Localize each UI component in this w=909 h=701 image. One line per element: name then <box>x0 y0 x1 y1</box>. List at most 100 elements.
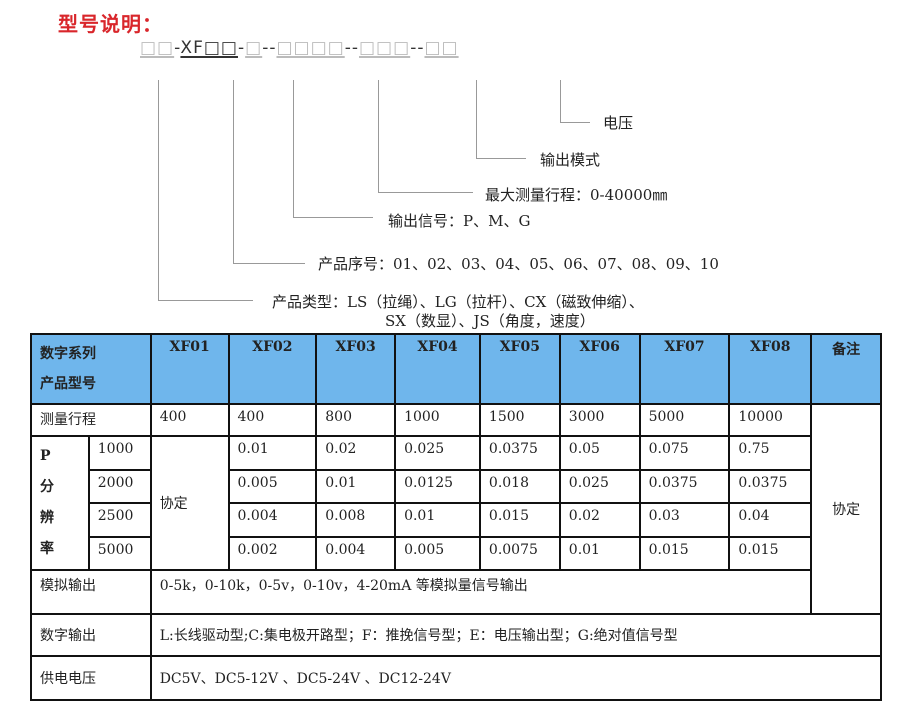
res-cell: 0.005 <box>227 468 318 504</box>
model-header: XF08 <box>728 333 813 405</box>
code-sep: - <box>237 38 246 58</box>
code-sep: -- <box>262 38 277 58</box>
label-voltage: 电压 <box>603 114 634 132</box>
model-header: XF03 <box>315 333 397 405</box>
res-cell: 0.0375 <box>638 468 731 504</box>
connector-line <box>158 80 159 300</box>
res-cell: 0.015 <box>638 535 731 571</box>
res-label-char: 率 <box>40 541 54 557</box>
label-max-range: 最大测量行程：0-40000㎜ <box>485 186 668 204</box>
model-header: XF06 <box>558 333 641 405</box>
res-cell: 0.002 <box>227 535 318 571</box>
res-cell: 0.015 <box>478 502 561 538</box>
range-cell: 1500 <box>478 403 561 437</box>
range-cell: 400 <box>149 403 230 437</box>
res-label-char: P <box>40 448 51 464</box>
res-cell: 0.03 <box>638 502 731 538</box>
digital-value: L:长线驱动型;C:集电极开路型；F：推挽信号型；E：电压输出型；G:绝对值信号… <box>149 613 883 657</box>
connector-line <box>476 158 526 159</box>
header-row: 数字系列产品型号 XF01 XF02 XF03 XF04 XF05 XF06 X… <box>30 333 882 405</box>
res-cell: 0.075 <box>638 435 731 471</box>
code-range: □□□□ <box>276 38 345 58</box>
header-line1: 数字系列 <box>40 346 96 362</box>
connector-line <box>233 80 234 263</box>
res-cell: 0.05 <box>558 435 641 471</box>
connector-line <box>158 300 253 301</box>
res-cell: 0.015 <box>728 535 813 571</box>
connector-line <box>378 192 473 193</box>
res-cell: 0.01 <box>315 468 397 504</box>
code-serial: XF□□ <box>180 38 238 58</box>
code-sep: -- <box>344 38 359 58</box>
analog-value: 0-5k，0-10k，0-5v，0-10v，4-20mA 等模拟量信号输出 <box>149 569 813 615</box>
model-header: XF01 <box>149 333 230 405</box>
pulse-cell: 1000 <box>87 435 152 471</box>
model-header: XF05 <box>478 333 561 405</box>
header-line2: 产品型号 <box>40 376 96 392</box>
code-mode: □□□ <box>359 38 411 58</box>
connector-line <box>560 122 590 123</box>
res-cell: 0.75 <box>728 435 813 471</box>
code-sep: - <box>174 38 181 58</box>
label-output-mode: 输出模式 <box>540 151 601 169</box>
res-cell: 0.0075 <box>478 535 561 571</box>
model-header: XF04 <box>394 333 481 405</box>
res-cell: 0.018 <box>478 468 561 504</box>
res-cell: 0.02 <box>315 435 397 471</box>
xf01-res-cell: 协定 <box>149 435 230 571</box>
connector-line <box>476 80 477 158</box>
label-serial: 产品序号：01、02、03、04、05、06、07、08、09、10 <box>318 255 719 273</box>
res-cell: 0.0375 <box>728 468 813 504</box>
label-type-line1: 产品类型：LS（拉绳）、LG（拉杆）、CX（磁致伸缩）、 <box>272 293 644 311</box>
res-cell: 0.025 <box>558 468 641 504</box>
power-row: 供电电压 DC5V、DC5-12V 、DC5-24V 、DC12-24V <box>30 655 883 701</box>
res-row: 2500 0.004 0.008 0.01 0.015 0.02 0.03 0.… <box>31 502 881 538</box>
res-row: 2000 0.005 0.01 0.0125 0.018 0.025 0.037… <box>31 468 881 504</box>
range-row: 测量行程 400 400 800 1000 1500 3000 5000 100… <box>30 403 882 615</box>
res-cell: 0.0375 <box>478 435 561 471</box>
connector-line <box>378 80 379 192</box>
code-voltage: □□ <box>424 38 459 58</box>
connector-line <box>560 80 561 122</box>
res-cell: 0.025 <box>394 435 481 471</box>
res-label-char: 辨 <box>40 510 54 526</box>
page-title: 型号说明： <box>58 12 163 36</box>
connector-line <box>293 80 294 217</box>
power-value: DC5V、DC5-12V 、DC5-24V 、DC12-24V <box>149 655 883 701</box>
code-signal: □ <box>245 38 263 58</box>
res-cell: 0.01 <box>227 435 318 471</box>
range-cell: 800 <box>315 403 397 437</box>
res-cell: 0.01 <box>558 535 641 571</box>
power-label: 供电电压 <box>30 655 152 701</box>
res-row: 5000 0.002 0.004 0.005 0.0075 0.01 0.015… <box>31 535 881 571</box>
range-label: 测量行程 <box>30 403 152 437</box>
label-output-signal: 输出信号：P、M、G <box>388 212 531 230</box>
remark-cell: 协定 <box>810 403 882 615</box>
range-cell: 3000 <box>558 403 641 437</box>
range-cell: 10000 <box>728 403 813 437</box>
label-type-line2: SX（数显）、JS（角度，速度） <box>385 312 595 330</box>
model-code-pattern: □□-XF□□-□--□□□□--□□□--□□ <box>140 38 459 58</box>
connector-line <box>293 217 373 218</box>
range-cell: 1000 <box>394 403 481 437</box>
range-cell: 5000 <box>638 403 731 437</box>
res-cell: 0.005 <box>394 535 481 571</box>
res-cell: 0.0125 <box>394 468 481 504</box>
model-header: XF02 <box>227 333 318 405</box>
code-sep: -- <box>410 38 425 58</box>
pulse-cell: 2500 <box>87 502 152 538</box>
res-cell: 0.01 <box>394 502 481 538</box>
connector-line <box>233 263 305 264</box>
model-header: XF07 <box>638 333 731 405</box>
digital-label: 数字输出 <box>30 613 152 657</box>
res-cell: 0.02 <box>558 502 641 538</box>
res-cell: 0.004 <box>315 535 397 571</box>
remark-header: 备注 <box>810 333 882 405</box>
spec-table: 数字系列产品型号 XF01 XF02 XF03 XF04 XF05 XF06 X… <box>30 333 883 701</box>
pulse-cell: 5000 <box>87 535 152 571</box>
res-cell: 0.04 <box>728 502 813 538</box>
range-cell: 400 <box>227 403 318 437</box>
res-label-char: 分 <box>40 479 54 495</box>
res-cell: 0.004 <box>227 502 318 538</box>
